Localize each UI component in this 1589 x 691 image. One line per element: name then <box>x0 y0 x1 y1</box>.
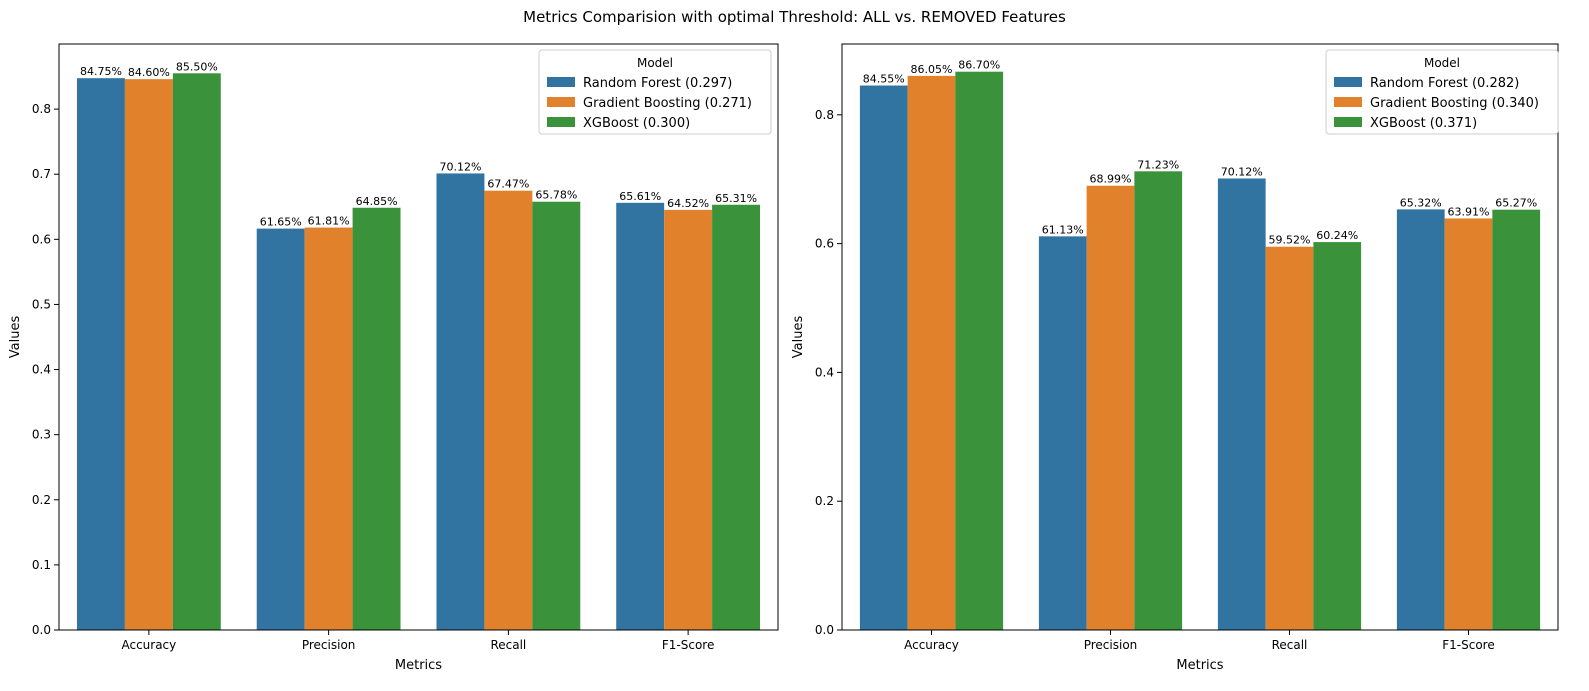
legend-entry: Random Forest (0.297) <box>583 76 732 91</box>
y-tick-label: 0.4 <box>32 363 51 377</box>
x-tick-label: Accuracy <box>121 638 176 652</box>
y-tick-label: 0.8 <box>815 108 834 122</box>
bar <box>1038 236 1087 630</box>
x-tick-label: Recall <box>1272 638 1308 652</box>
bar-value-label: 84.55% <box>863 73 905 86</box>
bar-value-label: 86.70% <box>958 59 1000 72</box>
y-tick-label: 0.3 <box>32 428 51 442</box>
y-tick-label: 0.6 <box>32 232 51 246</box>
legend-entry: Random Forest (0.282) <box>1370 76 1519 91</box>
x-axis-label: Metrics <box>395 658 442 673</box>
bar-value-label: 61.81% <box>308 215 350 228</box>
bar-value-label: 65.61% <box>619 190 661 203</box>
bar-value-label: 64.52% <box>667 197 709 210</box>
x-tick-label: Precision <box>302 638 356 652</box>
bar-value-label: 84.75% <box>80 65 122 78</box>
y-tick-label: 0.2 <box>32 493 51 507</box>
bar-value-label: 61.13% <box>1042 223 1084 236</box>
legend-swatch <box>1334 97 1362 107</box>
legend-title: Model <box>1424 56 1460 70</box>
y-tick-label: 0.4 <box>815 365 834 379</box>
bar-value-label: 86.05% <box>911 63 953 76</box>
bar-value-label: 68.99% <box>1090 173 1132 186</box>
bar-value-label: 60.24% <box>1316 229 1358 242</box>
y-tick-label: 0.2 <box>815 494 834 508</box>
bar <box>1313 242 1362 630</box>
y-tick-label: 0.6 <box>815 237 834 251</box>
y-tick-label: 0.8 <box>32 102 51 116</box>
chart-panel-left: 0.0 0.1 0.2 0.3 0.4 0.5 0.6 0.7 0.8 84.75% 61.65% 7… <box>8 43 779 673</box>
plot-frame <box>58 43 779 631</box>
bar-value-label: 59.52% <box>1269 234 1311 247</box>
x-tick-label: Precision <box>1084 638 1138 652</box>
x-axis-label: Metrics <box>1176 658 1223 673</box>
bar-value-label: 65.27% <box>1495 197 1537 210</box>
plot-frame <box>841 43 1559 631</box>
legend-entry: XGBoost (0.300) <box>583 116 690 131</box>
bar-value-label: 65.78% <box>535 189 577 202</box>
bar <box>616 202 665 630</box>
bar <box>484 190 533 631</box>
bar-value-label: 70.12% <box>439 160 481 173</box>
x-tick-label: F1-Score <box>1442 638 1494 652</box>
bar <box>1265 246 1314 631</box>
bar <box>256 228 305 630</box>
y-axis-label: Values <box>791 316 806 359</box>
bar <box>907 75 956 630</box>
bar-value-label: 71.23% <box>1137 158 1179 171</box>
y-tick-label: 0.5 <box>32 297 51 311</box>
bar-value-label: 85.50% <box>176 60 218 73</box>
bar <box>352 207 401 630</box>
y-axis-label: Values <box>8 316 23 359</box>
bar <box>304 227 353 630</box>
y-tick-label: 0.0 <box>32 623 51 637</box>
legend-entry: Gradient Boosting (0.340) <box>1370 96 1539 111</box>
bar <box>1444 218 1493 630</box>
bar <box>172 73 221 631</box>
chart-panel-right: 0.0 0.2 0.4 0.6 0.8 84.55% 61.13% 70.12% 65.32% 8… <box>791 43 1559 673</box>
bar <box>76 78 125 630</box>
x-tick-label: Recall <box>490 638 526 652</box>
legend-swatch <box>547 97 575 107</box>
bar-value-label: 65.32% <box>1400 196 1442 209</box>
bar <box>436 173 485 630</box>
figure-title: Metrics Comparision with optimal Thresho… <box>523 8 1066 26</box>
y-tick-label: 0.1 <box>32 558 51 572</box>
bar <box>1492 209 1541 631</box>
bar <box>1396 209 1445 630</box>
legend-entry: XGBoost (0.371) <box>1370 116 1477 131</box>
bar <box>124 79 173 630</box>
bar-value-label: 61.65% <box>260 216 302 229</box>
legend-entry: Gradient Boosting (0.271) <box>583 96 752 111</box>
bar-value-label: 70.12% <box>1221 165 1263 178</box>
bar-value-label: 67.47% <box>487 178 529 191</box>
y-tick-label: 0.7 <box>32 167 51 181</box>
legend-swatch <box>1334 77 1362 87</box>
legend-title: Model <box>637 56 673 70</box>
bar <box>1086 185 1135 630</box>
y-tick-label: 0.0 <box>815 623 834 637</box>
bar <box>859 85 908 631</box>
bar <box>532 201 581 631</box>
legend-swatch <box>1334 117 1362 127</box>
bar <box>1134 171 1183 630</box>
bar <box>955 71 1004 630</box>
legend-box <box>538 49 772 135</box>
legend-box <box>1325 49 1559 135</box>
bar <box>712 204 761 630</box>
bar <box>1217 178 1266 631</box>
bar-value-label: 65.31% <box>715 192 757 205</box>
bar-value-label: 84.60% <box>128 66 170 79</box>
bar <box>664 209 713 630</box>
legend-swatch <box>547 77 575 87</box>
x-tick-label: F1-Score <box>662 638 714 652</box>
legend-swatch <box>547 117 575 127</box>
x-tick-label: Accuracy <box>904 638 959 652</box>
bar-value-label: 64.85% <box>356 195 398 208</box>
bar-value-label: 63.91% <box>1448 205 1490 218</box>
